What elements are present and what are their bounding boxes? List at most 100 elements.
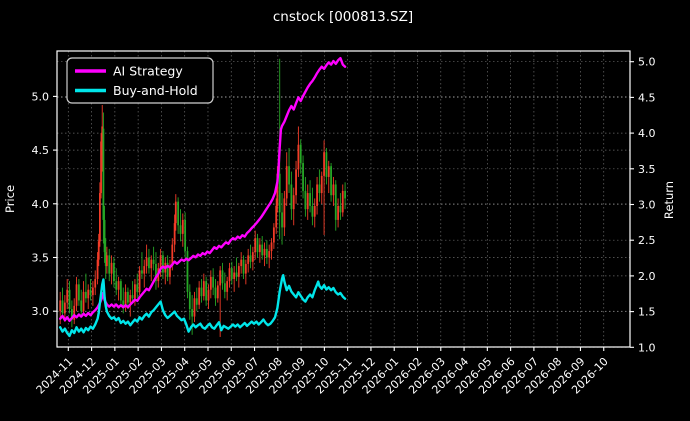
axis-tick-marks xyxy=(53,61,634,351)
candle-body xyxy=(91,287,94,296)
candle-body xyxy=(207,289,210,301)
candle-body xyxy=(134,284,136,299)
candle-body xyxy=(138,270,141,292)
candle-body xyxy=(179,225,182,234)
candle-body xyxy=(177,201,180,226)
candle-body xyxy=(120,281,122,301)
candle-body xyxy=(302,162,304,191)
candle-body xyxy=(261,244,264,256)
candle-body xyxy=(159,255,162,269)
return-tick-label: 3.0 xyxy=(638,199,656,212)
candle-body xyxy=(263,248,266,256)
candle-body xyxy=(89,289,92,296)
candle-body xyxy=(115,281,118,290)
legend-label-ai-strategy: AI Strategy xyxy=(113,64,183,79)
candle-body xyxy=(330,166,332,196)
candle-body xyxy=(174,201,177,224)
candle-body xyxy=(136,284,139,292)
candle-body xyxy=(306,193,309,210)
return-tick-label: 1.5 xyxy=(638,306,656,319)
price-tick-label: 3.0 xyxy=(32,305,50,318)
candle-body xyxy=(113,262,115,282)
candle-body xyxy=(299,144,302,163)
candle-body xyxy=(297,144,300,170)
candle-body xyxy=(75,284,78,306)
candle-body xyxy=(311,205,314,217)
return-axis-label: Return xyxy=(662,181,676,219)
candle-body xyxy=(162,255,164,273)
candle-body xyxy=(281,212,283,228)
candle-body xyxy=(341,190,344,213)
return-tick-label: 1.0 xyxy=(638,341,656,354)
candle-body xyxy=(304,190,307,210)
candle-body xyxy=(100,141,102,194)
candle-body xyxy=(155,263,157,282)
candle-body xyxy=(186,251,189,292)
candle-body xyxy=(94,278,97,288)
candle-body xyxy=(102,128,105,220)
candle-body xyxy=(205,281,208,301)
price-axis-label: Price xyxy=(3,185,17,213)
candle-body xyxy=(334,184,337,220)
candle-body xyxy=(249,255,252,262)
candle-body xyxy=(59,300,62,312)
candle-body xyxy=(141,270,143,274)
candle-body xyxy=(82,291,85,312)
candle-body xyxy=(313,205,316,217)
candle-body xyxy=(275,205,278,228)
candle-body xyxy=(318,184,321,194)
candle-body xyxy=(184,219,187,252)
candle-body xyxy=(145,257,148,267)
price-tick-label: 4.0 xyxy=(32,198,50,211)
candle-body xyxy=(110,262,113,274)
candle-body xyxy=(97,241,100,260)
candle-body xyxy=(272,227,275,243)
candle-body xyxy=(216,285,219,299)
candle-body xyxy=(191,309,194,317)
candle-body xyxy=(61,300,64,314)
candle-body xyxy=(150,259,153,269)
candle-body xyxy=(235,272,238,277)
candle-body xyxy=(143,266,146,274)
candle-body xyxy=(98,193,101,242)
candle-body xyxy=(63,302,66,314)
x-axis-tick-labels: 2024-112024-122025-012025-022025-032025-… xyxy=(34,355,611,397)
candle-body xyxy=(223,283,226,292)
buy-and-hold-line xyxy=(59,274,347,338)
line-series xyxy=(59,56,347,338)
candle-body xyxy=(268,251,271,258)
grid-lines xyxy=(57,51,630,348)
candle-body xyxy=(104,252,107,267)
candle-body xyxy=(292,195,295,210)
price-tick-label: 5.0 xyxy=(32,90,50,103)
candle-body xyxy=(96,259,99,279)
candle-body xyxy=(290,184,293,210)
candle-body xyxy=(237,266,240,277)
candle-body xyxy=(332,184,335,196)
chart-title: cnstock [000813.SZ] xyxy=(273,9,413,25)
candle-body xyxy=(242,259,245,274)
candle-body xyxy=(129,295,132,303)
candle-body xyxy=(320,175,323,194)
candle-body xyxy=(295,169,297,196)
candle-body xyxy=(106,255,108,267)
candle-body xyxy=(309,193,311,206)
candle-body xyxy=(226,281,229,292)
candle-body xyxy=(103,219,106,253)
candle-body xyxy=(171,244,174,267)
candle-body xyxy=(108,255,111,274)
candle-body xyxy=(166,262,169,277)
candle-body xyxy=(188,291,191,310)
candle-body xyxy=(325,152,328,177)
candle-body xyxy=(258,244,261,253)
plot-border xyxy=(56,50,631,348)
return-tick-label: 2.0 xyxy=(638,270,656,283)
candle-body xyxy=(327,166,330,177)
return-tick-label: 4.5 xyxy=(638,91,656,104)
price-axis-tick-labels: 3.0 3.5 4.0 4.5 5.0 xyxy=(32,90,50,318)
candle-body xyxy=(265,248,268,258)
candle-body xyxy=(80,300,83,312)
candle-body xyxy=(283,198,286,228)
price-tick-label: 3.5 xyxy=(32,252,50,265)
